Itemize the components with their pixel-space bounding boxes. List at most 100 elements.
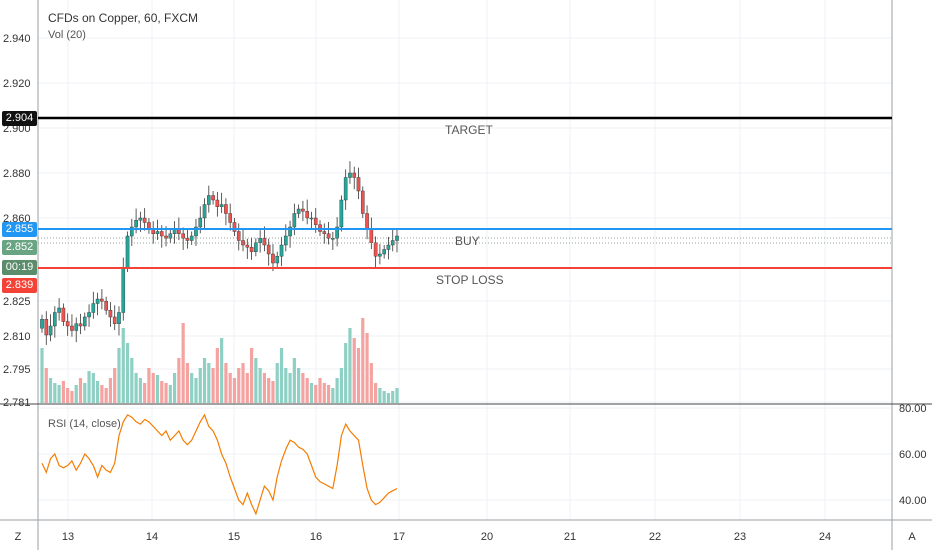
price-tick-label: 2.880 — [3, 168, 31, 180]
buy-line-label: BUY — [455, 234, 480, 248]
candle-body — [185, 238, 190, 241]
candle-body — [134, 220, 138, 228]
volume-bar — [241, 363, 245, 403]
candle-body — [202, 204, 207, 219]
candle-body — [104, 301, 108, 311]
candle-body — [352, 172, 357, 178]
volume-bar — [220, 338, 224, 403]
volume-bar — [172, 373, 177, 403]
volume-bar — [224, 363, 228, 403]
volume-bar — [164, 383, 168, 403]
time-tick-label: 15 — [228, 531, 240, 543]
candle-body — [343, 177, 348, 201]
target-price-badge: 2.904 — [2, 111, 37, 126]
time-tick-label: 14 — [146, 531, 158, 543]
candle-body — [254, 242, 258, 252]
rsi-tick-label: 60.00 — [899, 449, 927, 461]
candle-body — [378, 253, 382, 257]
candle-body — [335, 226, 339, 239]
volume-bar — [53, 383, 57, 403]
candle-body — [288, 226, 292, 237]
volume-bar — [378, 388, 382, 403]
candle-body — [219, 204, 224, 207]
candle-body — [130, 226, 134, 237]
volume-bar — [44, 368, 48, 403]
candle-body — [232, 222, 237, 232]
volume-bar — [91, 373, 95, 403]
candle-body — [305, 211, 309, 219]
rsi-indicator-label: RSI (14, close) — [48, 418, 121, 430]
candle-body — [228, 213, 232, 223]
candle-body — [245, 244, 250, 248]
price-tick-label: 2.810 — [3, 331, 31, 343]
candle-body — [95, 298, 100, 304]
candle-body — [275, 256, 280, 264]
time-tick-label: 17 — [393, 531, 405, 543]
candle-body — [112, 316, 117, 324]
candle-body — [65, 321, 70, 327]
time-tick-label: 16 — [310, 531, 322, 543]
candle-body — [262, 238, 267, 246]
candle-body — [87, 312, 91, 318]
time-zoom-button[interactable]: Z — [15, 531, 22, 543]
volume-bar — [374, 383, 378, 403]
volume-bar — [134, 373, 138, 403]
candle-body — [138, 217, 143, 221]
price-tick-label: 2.781 — [3, 397, 31, 409]
volume-bar — [262, 373, 267, 403]
candle-body — [57, 307, 61, 313]
candle-body — [322, 231, 327, 234]
volume-bar — [275, 363, 279, 403]
volume-bar — [207, 363, 211, 403]
candle-body — [373, 242, 378, 257]
candle-body — [283, 235, 288, 246]
candle-body — [125, 235, 130, 268]
volume-bar — [344, 343, 348, 403]
candle-body — [241, 240, 245, 246]
candle-body — [309, 217, 314, 220]
volume-bar — [96, 381, 100, 403]
volume-bar — [326, 385, 331, 403]
volume-bar — [237, 368, 241, 403]
candle-body — [159, 231, 164, 237]
candle-body — [249, 247, 254, 252]
auto-scale-button[interactable]: A — [908, 531, 916, 543]
volume-bar — [117, 348, 121, 403]
price-tick-label: 2.825 — [3, 296, 31, 308]
volume-bar — [143, 383, 147, 403]
candle-body — [386, 244, 391, 250]
volume-bar — [215, 348, 219, 403]
volume-bar — [160, 381, 164, 403]
volume-bar — [314, 385, 318, 403]
volume-bar — [125, 343, 130, 403]
volume-bar — [365, 333, 369, 403]
volume-bar — [245, 373, 249, 403]
rsi-tick-label: 80.00 — [899, 403, 927, 415]
volume-bar — [168, 385, 172, 403]
volume-bar — [100, 385, 104, 403]
volume-bar — [322, 383, 326, 403]
volume-bar — [369, 363, 373, 403]
candle-body — [48, 325, 53, 336]
candle-body — [198, 217, 203, 228]
volume-bar — [130, 358, 134, 403]
candle-body — [360, 190, 365, 214]
candle-body — [369, 229, 374, 243]
volume-bar — [211, 368, 215, 403]
volume-bar — [147, 368, 151, 403]
price-tick-label: 2.940 — [3, 33, 31, 45]
candle-body — [70, 325, 74, 331]
volume-bar — [305, 378, 309, 403]
volume-bar — [284, 368, 288, 403]
candle-body — [365, 213, 369, 230]
volume-indicator-label: Vol (20) — [48, 29, 86, 41]
candle-body — [271, 253, 275, 264]
candle-body — [236, 231, 241, 241]
candle-body — [296, 208, 301, 214]
volume-bar — [40, 348, 44, 403]
volume-bar — [267, 378, 271, 403]
volume-bar — [181, 323, 185, 403]
time-tick-label: 23 — [734, 531, 746, 543]
volume-bar — [258, 368, 262, 403]
